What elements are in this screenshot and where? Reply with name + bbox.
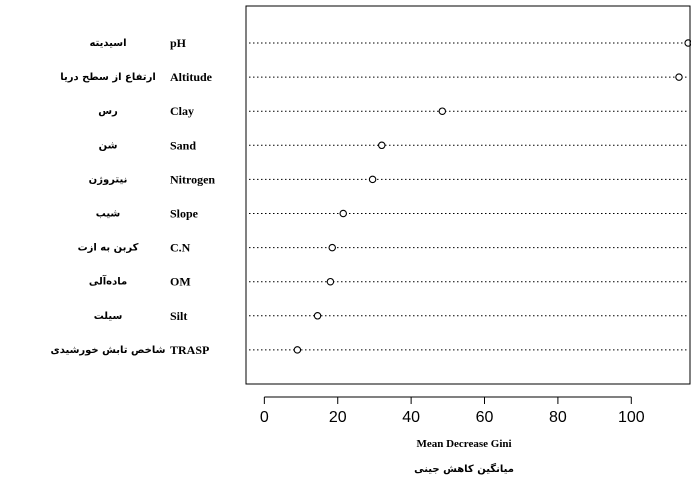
variable-label: Altitude — [170, 70, 213, 84]
variable-label-persian: نیتروژن — [89, 174, 128, 185]
variable-label-persian: اسیدیته — [89, 38, 126, 49]
variable-label: C.N — [170, 241, 191, 255]
x-tick-label: 20 — [329, 409, 347, 426]
row-om: OM ماده‌آلی — [89, 275, 687, 289]
variable-label-persian: سیلت — [94, 311, 123, 322]
row-clay: Clay رس — [98, 104, 687, 118]
variable-label-persian: ارتفاع از سطح دریا — [60, 72, 156, 83]
variable-label-persian: شیب — [96, 209, 121, 220]
variable-label-persian: رس — [98, 106, 118, 117]
row-sand: Sand شن — [99, 138, 687, 152]
data-point — [293, 346, 302, 354]
data-point — [684, 39, 691, 47]
data-point — [438, 107, 447, 115]
row-altitude: Altitude ارتفاع از سطح دریا — [60, 70, 687, 84]
x-axis-title: Mean Decrease Gini — [416, 438, 511, 450]
variable-label: Slope — [170, 207, 199, 221]
x-axis-title-persian: میانگین کاهش جینی — [414, 462, 514, 475]
data-point — [313, 312, 322, 320]
row-nitrogen: Nitrogen نیتروژن — [89, 172, 687, 186]
variable-label: pH — [170, 36, 187, 50]
data-point — [378, 141, 386, 150]
data-point — [339, 209, 347, 218]
data-point — [326, 277, 335, 286]
row-trasp: TRASP شاخص تابش خورشیدی — [51, 343, 687, 357]
chart-rows: pH اسیدیته Altitude ارتفاع از سطح دریا Clay ر… — [51, 36, 691, 357]
row-silt: Silt سیلت — [94, 309, 687, 323]
data-point — [368, 175, 377, 184]
row-slope: Slope شیب — [96, 207, 687, 221]
row-ph: pH اسیدیته — [89, 36, 691, 50]
data-point — [328, 243, 336, 252]
data-point — [675, 73, 683, 81]
plot-frame — [245, 5, 691, 385]
x-tick-label: 0 — [260, 409, 269, 426]
variable-label-persian: ماده‌آلی — [89, 275, 127, 288]
variable-label: Nitrogen — [170, 172, 215, 186]
variable-label-persian: شاخص تابش خورشیدی — [51, 345, 166, 356]
x-tick-label: 80 — [549, 409, 567, 426]
x-axis: 0 20 40 60 80 100 — [260, 396, 645, 426]
variable-label-persian: شن — [99, 140, 118, 151]
variable-label: Silt — [170, 309, 187, 323]
variable-label: Clay — [170, 104, 194, 118]
x-tick-label: 100 — [618, 409, 645, 426]
row-c-n: C.N کربن به ازت — [78, 241, 687, 255]
variable-label: TRASP — [170, 343, 209, 357]
variable-label: OM — [170, 275, 191, 289]
variable-label-persian: کربن به ازت — [78, 243, 139, 254]
x-tick-label: 40 — [402, 409, 420, 426]
x-tick-label: 60 — [476, 409, 494, 426]
variable-label: Sand — [170, 138, 196, 152]
